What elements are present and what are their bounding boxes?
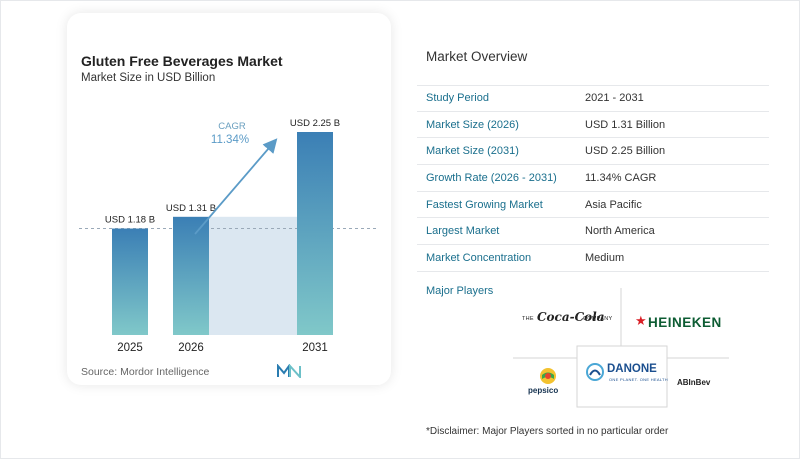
overview-value: 2021 - 2031 <box>585 92 644 105</box>
overview-label: Market Size (2031) <box>426 145 519 158</box>
heineken-star-icon: ★ <box>635 313 647 328</box>
overview-label: Growth Rate (2026 - 2031) <box>426 171 557 184</box>
overview-label: Largest Market <box>426 225 500 238</box>
chart-subtitle: Market Size in USD Billion <box>81 72 216 84</box>
overview-label: Fastest Growing Market <box>426 198 543 211</box>
pepsico-globe-icon <box>540 368 556 384</box>
x-tick-2025: 2025 <box>117 342 143 354</box>
data-label-2025: USD 1.18 B <box>105 215 155 226</box>
cagr-label: CAGR <box>218 121 246 132</box>
bar-chart: USD 1.18 B 2025 USD 1.31 B 2026 USD 2.25 B 20… <box>79 118 379 354</box>
coca-cola-logo-the: THE <box>522 316 534 322</box>
x-tick-2026: 2026 <box>178 342 204 354</box>
chart-title: Gluten Free Beverages Market <box>81 53 283 69</box>
overview-value: North America <box>585 225 655 238</box>
danone-logo: DANONE <box>607 363 657 375</box>
x-tick-2031: 2031 <box>302 342 328 354</box>
abinbev-logo: ABInBev <box>677 378 711 387</box>
data-label-2026: USD 1.31 B <box>166 203 216 214</box>
overview-row: Study Period 2021 - 2031 <box>417 85 769 112</box>
overview-row: Market Size (2026) USD 1.31 Billion <box>417 112 769 139</box>
pepsico-logo: pepsico <box>528 386 559 395</box>
overview-row: Market Size (2031) USD 2.25 Billion <box>417 138 769 166</box>
bar-2031 <box>297 132 333 335</box>
bar-2026 <box>173 216 209 335</box>
source-note: Source: Mordor Intelligence <box>81 366 210 378</box>
danone-emblem-icon <box>586 363 604 381</box>
overview-row: Growth Rate (2026 - 2031) 11.34% CAGR <box>417 165 769 192</box>
cagr-value: 11.34% <box>211 134 249 146</box>
overview-value: USD 2.25 Billion <box>585 145 666 158</box>
overview-row: Market Concentration Medium <box>417 245 769 272</box>
bars-layer: USD 1.18 B 2025 USD 1.31 B 2026 USD 2.25 B 20… <box>79 118 379 354</box>
overview-value: USD 1.31 Billion <box>585 118 666 131</box>
bar-2025 <box>112 228 148 335</box>
overview-label: Market Size (2026) <box>426 118 519 131</box>
danone-tagline: ONE PLANET. ONE HEALTH <box>609 377 668 382</box>
heineken-logo: HEINEKEN <box>648 315 722 330</box>
overview-value: Asia Pacific <box>585 198 642 211</box>
overview-title: Market Overview <box>426 49 528 64</box>
players-title: Major Players <box>426 285 494 297</box>
overview-value: 11.34% CAGR <box>585 171 657 184</box>
cagr-arrow <box>194 138 278 235</box>
coca-cola-logo: Coca-Cola <box>537 310 605 324</box>
growth-shade <box>209 216 297 335</box>
overview-row: Largest Market North America <box>417 218 769 246</box>
overview-value: Medium <box>585 251 625 264</box>
overview-table: Study Period 2021 - 2031 Market Size (20… <box>417 85 769 272</box>
chart-card: Gluten Free Beverages Market Market Size… <box>67 13 391 385</box>
coca-cola-logo-company: COMPANY <box>583 316 613 322</box>
disclaimer: *Disclaimer: Major Players sorted in no … <box>426 426 669 437</box>
mordor-logo-icon <box>277 364 301 378</box>
data-label-2031: USD 2.25 B <box>290 118 340 129</box>
overview-label: Study Period <box>426 92 489 105</box>
overview-label: Market Concentration <box>426 251 532 264</box>
overview-row: Fastest Growing Market Asia Pacific <box>417 192 769 219</box>
